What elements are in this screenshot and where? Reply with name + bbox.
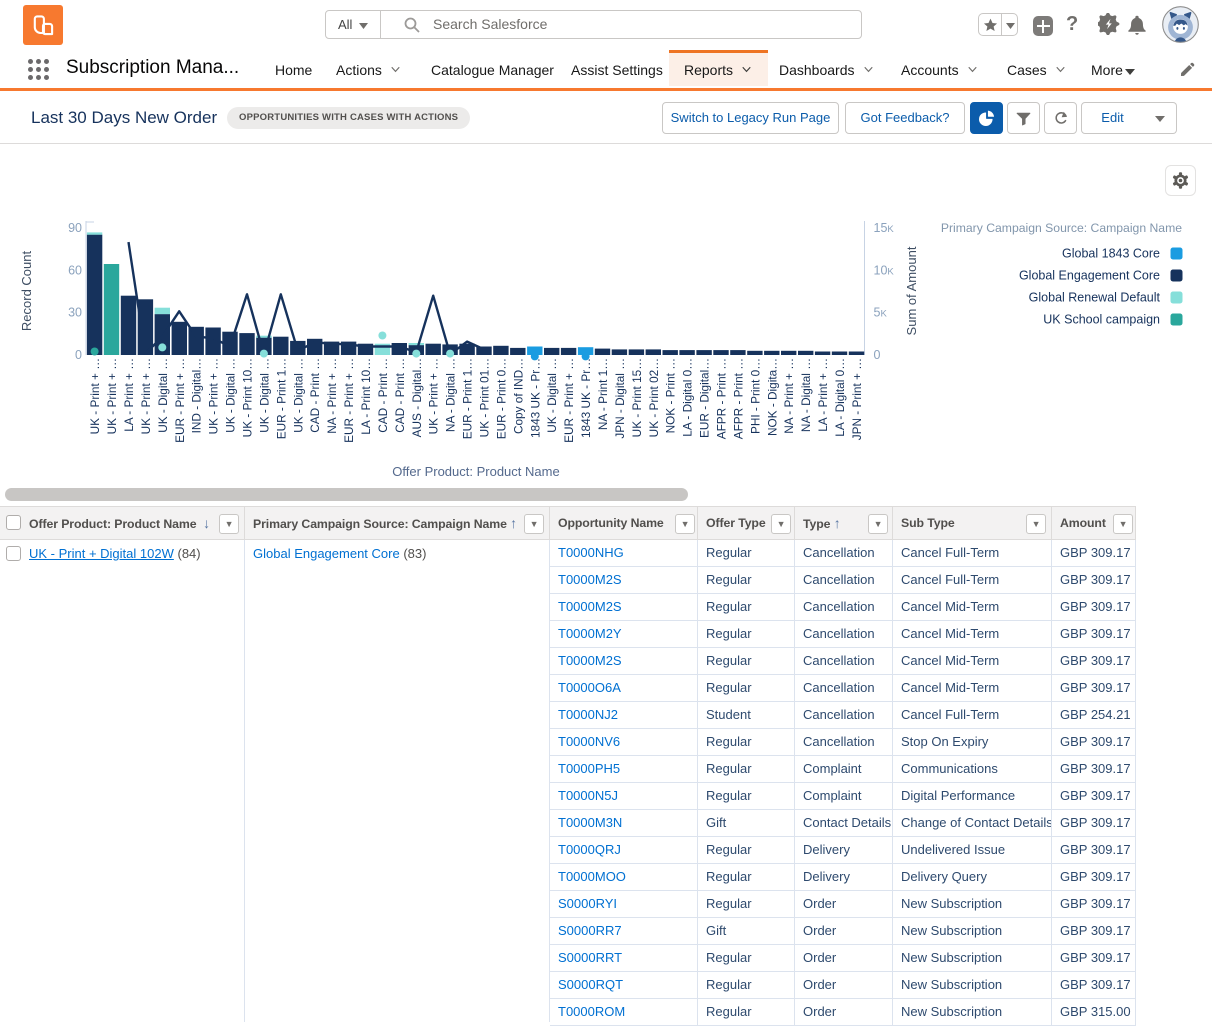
svg-text:30: 30: [68, 306, 82, 320]
svg-text:LA - Digital 0…: LA - Digital 0…: [833, 358, 847, 437]
svg-text:15K: 15K: [874, 221, 895, 235]
svg-text:Sum of Amount: Sum of Amount: [904, 246, 919, 335]
svg-text:NA - Digital …: NA - Digital …: [799, 358, 813, 432]
svg-text:LA - Print + …: LA - Print + …: [122, 358, 136, 432]
svg-text:CAD - Print …: CAD - Print …: [393, 358, 407, 433]
svg-text:Offer Product: Product Name: Offer Product: Product Name: [392, 464, 559, 479]
svg-text:1843 UK - Pr…: 1843 UK - Pr…: [528, 358, 542, 438]
svg-text:AFPR - Print …: AFPR - Print …: [715, 358, 729, 439]
svg-text:UK School campaign: UK School campaign: [1043, 313, 1160, 327]
svg-text:LA - Print + …: LA - Print + …: [816, 358, 830, 432]
svg-text:AFPR - Print …: AFPR - Print …: [731, 358, 745, 439]
svg-text:90: 90: [68, 221, 82, 235]
svg-text:UK - Digital …: UK - Digital …: [224, 358, 238, 433]
svg-text:UK - Print 01…: UK - Print 01…: [478, 358, 492, 437]
svg-text:Record Count: Record Count: [19, 251, 34, 332]
svg-text:AUS - Digital…: AUS - Digital…: [410, 358, 424, 437]
svg-text:UK - Print 15…: UK - Print 15…: [630, 358, 644, 437]
svg-text:NA - Digital …: NA - Digital …: [444, 358, 458, 432]
svg-text:Global Engagement Core: Global Engagement Core: [1019, 269, 1160, 283]
svg-text:PHI - Print 0…: PHI - Print 0…: [748, 358, 762, 434]
svg-text:LA - Digital 0…: LA - Digital 0…: [681, 358, 695, 437]
svg-text:UK - Digital …: UK - Digital …: [257, 358, 271, 433]
svg-text:UK - Print + …: UK - Print + …: [427, 358, 441, 434]
svg-text:EUR - Print + …: EUR - Print + …: [342, 358, 356, 443]
svg-text:JPN - Print + …: JPN - Print + …: [850, 358, 864, 440]
svg-text:1843 UK - Pr…: 1843 UK - Pr…: [579, 358, 593, 438]
svg-text:Global Renewal Default: Global Renewal Default: [1029, 291, 1161, 305]
svg-text:10K: 10K: [874, 263, 895, 277]
svg-text:Global 1843 Core: Global 1843 Core: [1062, 247, 1160, 261]
svg-text:0: 0: [75, 348, 82, 362]
svg-text:UK - Print + …: UK - Print + …: [207, 358, 221, 434]
svg-text:NA - Print + …: NA - Print + …: [782, 358, 796, 434]
svg-text:0: 0: [874, 348, 881, 362]
svg-text:UK - Print 10…: UK - Print 10…: [241, 358, 255, 437]
svg-text:CAD - Print …: CAD - Print …: [308, 358, 322, 433]
svg-text:UK - Print 02…: UK - Print 02…: [647, 358, 661, 437]
svg-text:Primary Campaign Source: Campa: Primary Campaign Source: Campaign Name: [941, 221, 1182, 235]
svg-text:UK - Print + …: UK - Print + …: [88, 358, 102, 434]
svg-text:EUR - Print 1…: EUR - Print 1…: [274, 358, 288, 439]
svg-text:EUR - Print 1…: EUR - Print 1…: [461, 358, 475, 439]
svg-text:JPN - Digital …: JPN - Digital …: [613, 358, 627, 439]
svg-text:NOK - Print …: NOK - Print …: [664, 358, 678, 433]
svg-text:EUR - Print 0…: EUR - Print 0…: [494, 358, 508, 439]
svg-text:EUR - Print + …: EUR - Print + …: [173, 358, 187, 443]
svg-text:5K: 5K: [874, 306, 888, 320]
svg-text:60: 60: [68, 263, 82, 277]
svg-text:UK - Digital …: UK - Digital …: [545, 358, 559, 433]
svg-text:NA - Print + …: NA - Print + …: [325, 358, 339, 434]
svg-text:Copy of IND…: Copy of IND…: [511, 358, 525, 434]
svg-text:UK - Digital …: UK - Digital …: [291, 358, 305, 433]
svg-text:UK - Digital …: UK - Digital …: [156, 358, 170, 433]
svg-text:UK - Print + …: UK - Print + …: [105, 358, 119, 434]
svg-text:UK - Print + …: UK - Print + …: [139, 358, 153, 434]
svg-text:NOK - Digita…: NOK - Digita…: [765, 358, 779, 436]
svg-text:CAD - Print …: CAD - Print …: [376, 358, 390, 433]
svg-text:IND - Digital…: IND - Digital…: [190, 358, 204, 433]
svg-text:NA - Print 1…: NA - Print 1…: [596, 358, 610, 430]
svg-text:EUR - Digital…: EUR - Digital…: [698, 358, 712, 438]
svg-text:LA - Print 10…: LA - Print 10…: [359, 358, 373, 435]
svg-text:EUR - Print + …: EUR - Print + …: [562, 358, 576, 443]
